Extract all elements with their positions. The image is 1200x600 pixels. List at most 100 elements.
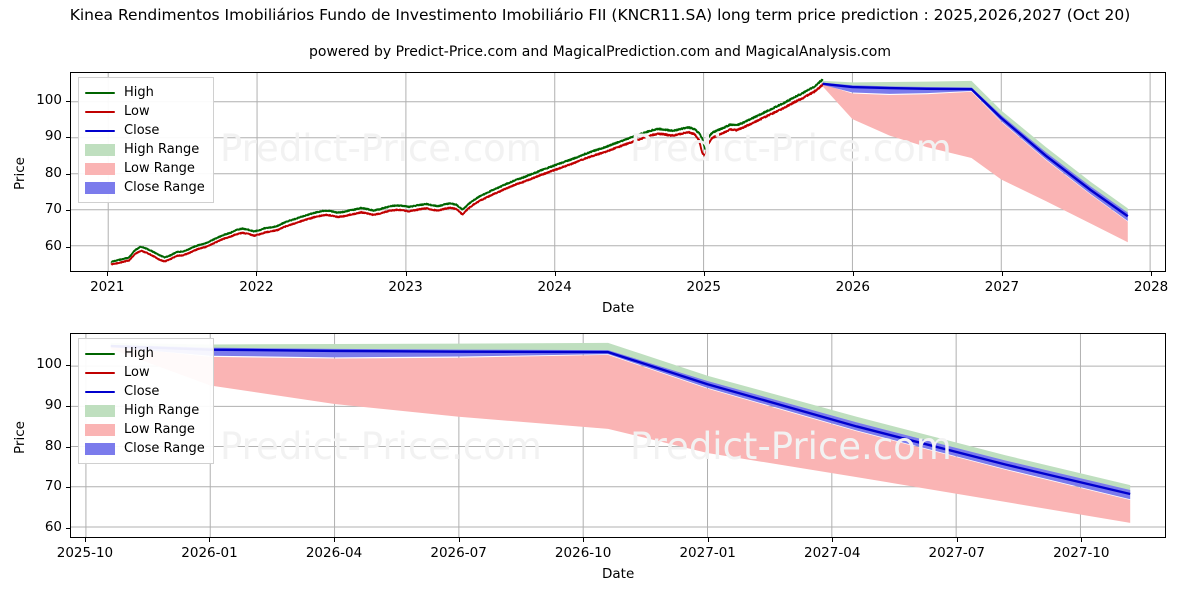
x-axis-tick-label: 2027-10 <box>1053 545 1110 561</box>
legend-swatch-fill <box>85 129 115 132</box>
legend-swatch-fill <box>85 371 115 374</box>
x-axis-tick-mark <box>703 272 705 276</box>
legend-swatch-fill <box>85 110 115 113</box>
legend-item-label: High Range <box>124 142 200 157</box>
legend-swatch-fill <box>85 352 115 355</box>
legend-swatch-fill <box>85 390 115 393</box>
legend-item: Close <box>85 382 205 401</box>
legend-patch-swatch <box>85 181 115 195</box>
legend-item-label: Close Range <box>124 180 205 195</box>
top-chart-plot-area <box>70 72 1166 272</box>
x-axis-tick-mark <box>1001 272 1003 276</box>
legend-item-label: Close <box>124 123 160 138</box>
legend-swatch-fill <box>85 91 115 94</box>
y-axis-tick-label: 100 <box>36 92 62 109</box>
x-axis-tick-label: 2023 <box>388 279 423 295</box>
bottom-chart-legend: High Low Close High Range Low Range Close Ran… <box>78 338 214 464</box>
legend-item: Close <box>85 121 205 140</box>
top-chart-x-axis-title: Date <box>602 300 635 316</box>
x-axis-tick-label: 2025 <box>686 279 721 295</box>
legend-item-label: Low Range <box>124 422 195 437</box>
y-axis-tick-mark <box>66 173 70 175</box>
y-axis-tick-label: 70 <box>44 478 62 495</box>
top-chart-legend: High Low Close High Range Low Range Close Ran… <box>78 77 214 203</box>
y-axis-tick-mark <box>66 527 70 529</box>
legend-item: Close Range <box>85 439 205 458</box>
x-axis-tick-mark <box>956 538 958 542</box>
x-axis-tick-label: 2026-01 <box>181 545 238 561</box>
x-axis-tick-mark <box>458 538 460 542</box>
y-axis-tick-mark <box>66 406 70 408</box>
legend-item-label: Low <box>124 365 150 380</box>
page-title: Kinea Rendimentos Imobiliários Fundo de … <box>69 6 1131 24</box>
x-axis-tick-mark <box>107 272 109 276</box>
legend-item: Low <box>85 102 205 121</box>
y-axis-tick-mark <box>66 101 70 103</box>
legend-patch-swatch <box>85 404 115 418</box>
legend-item: Low Range <box>85 420 205 439</box>
x-axis-tick-mark <box>209 538 211 542</box>
legend-swatch-fill <box>85 143 115 156</box>
legend-patch-swatch <box>85 143 115 157</box>
legend-swatch-fill <box>85 162 115 175</box>
legend-item: High <box>85 344 205 363</box>
legend-item: High <box>85 83 205 102</box>
y-axis-tick-mark <box>66 487 70 489</box>
page-subtitle: powered by Predict-Price.com and Magical… <box>309 44 891 60</box>
x-axis-tick-label: 2027 <box>984 279 1020 295</box>
x-axis-tick-label: 2027-01 <box>679 545 736 561</box>
x-axis-tick-label: 2024 <box>537 279 572 295</box>
x-axis-tick-mark <box>852 272 854 276</box>
legend-item-label: High <box>124 85 154 100</box>
x-axis-tick-label: 2021 <box>90 279 125 295</box>
x-axis-tick-label: 2026-10 <box>554 545 612 561</box>
legend-line-swatch <box>85 385 115 399</box>
legend-item-label: High Range <box>124 403 200 418</box>
legend-line-swatch <box>85 86 115 100</box>
y-axis-tick-label: 100 <box>36 356 62 373</box>
x-axis-tick-label: 2027-07 <box>928 545 985 561</box>
legend-item: High Range <box>85 401 205 420</box>
y-axis-tick-label: 90 <box>44 397 62 414</box>
legend-item-label: Close <box>124 384 160 399</box>
y-axis-tick-label: 60 <box>44 237 62 254</box>
x-axis-tick-label: 2028 <box>1133 279 1169 295</box>
x-axis-tick-mark <box>334 538 336 542</box>
legend-item-label: Close Range <box>124 441 205 456</box>
x-axis-tick-mark <box>707 538 709 542</box>
y-axis-tick-label: 80 <box>44 437 62 454</box>
y-axis-tick-mark <box>66 365 70 367</box>
bottom-chart-y-axis-title: Price <box>12 420 28 454</box>
x-axis-tick-mark <box>554 272 556 276</box>
legend-item: Low <box>85 363 205 382</box>
legend-patch-swatch <box>85 162 115 176</box>
y-axis-tick-label: 60 <box>44 518 62 535</box>
legend-item-label: Low <box>124 104 150 119</box>
y-axis-tick-label: 80 <box>44 164 62 181</box>
legend-swatch-fill <box>85 423 115 436</box>
y-axis-tick-mark <box>66 210 70 212</box>
legend-line-swatch <box>85 124 115 138</box>
x-axis-tick-label: 2027-04 <box>804 545 861 561</box>
top-chart-y-axis-title: Price <box>12 157 28 190</box>
x-axis-tick-label: 2026-07 <box>430 545 487 561</box>
legend-line-swatch <box>85 347 115 361</box>
bottom-chart-x-axis-title: Date <box>602 566 635 582</box>
y-axis-tick-mark <box>66 246 70 248</box>
legend-item: Low Range <box>85 159 205 178</box>
legend-item-label: Low Range <box>124 161 195 176</box>
legend-item-label: High <box>124 346 154 361</box>
y-axis-tick-label: 70 <box>44 201 62 218</box>
legend-line-swatch <box>85 105 115 119</box>
top-chart-svg <box>71 73 1165 271</box>
x-axis-tick-mark <box>832 538 834 542</box>
legend-patch-swatch <box>85 423 115 437</box>
legend-item: Close Range <box>85 178 205 197</box>
legend-patch-swatch <box>85 442 115 456</box>
x-axis-tick-label: 2026-04 <box>305 545 363 561</box>
x-axis-tick-label: 2025-10 <box>56 545 114 561</box>
y-axis-tick-mark <box>66 137 70 139</box>
y-axis-tick-mark <box>66 446 70 448</box>
x-axis-tick-label: 2022 <box>239 279 274 295</box>
